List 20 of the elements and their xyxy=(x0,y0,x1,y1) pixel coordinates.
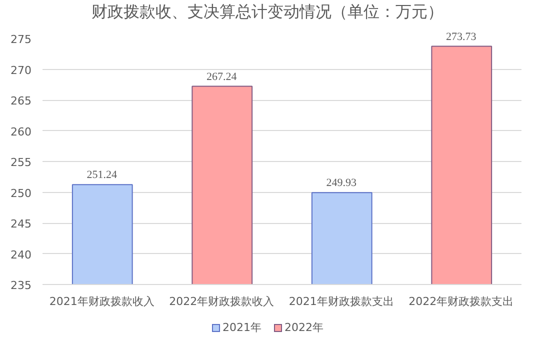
y-tick-label: 235 xyxy=(10,279,32,292)
x-tick-label: 2021年财政拨款收入 xyxy=(49,294,154,310)
x-tick-label: 2022年财政拨款支出 xyxy=(408,294,514,310)
y-tick-label: 240 xyxy=(10,248,32,262)
x-tick-label: 2022年财政拨款收入 xyxy=(169,294,274,310)
data-label: 273.73 xyxy=(446,30,476,43)
data-label: 267.24 xyxy=(206,70,237,83)
y-tick-label: 265 xyxy=(10,94,32,108)
y-tick-label: 270 xyxy=(10,64,32,77)
y-tick-label: 245 xyxy=(10,218,32,230)
legend-label: 2021年 xyxy=(222,320,262,336)
x-tick-label: 2021年财政拨款支出 xyxy=(288,294,394,310)
y-tick-label: 275 xyxy=(10,33,32,46)
legend-label: 2022年 xyxy=(284,320,324,336)
y-tick-label: 255 xyxy=(10,156,32,169)
chart-title: 财政拨款收、支决算总计变动情况（单位：万元） xyxy=(90,1,444,23)
data-label: 251.24 xyxy=(86,169,117,182)
data-label: 249.93 xyxy=(326,177,356,190)
y-tick-label: 250 xyxy=(10,186,32,200)
y-tick-label: 260 xyxy=(10,125,32,138)
